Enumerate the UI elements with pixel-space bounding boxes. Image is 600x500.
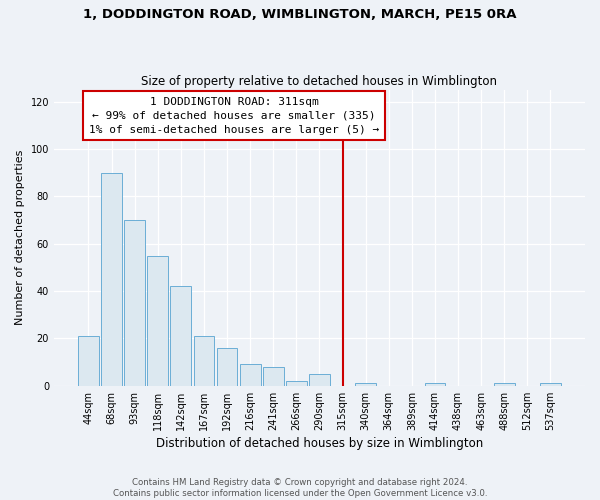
Bar bbox=[494, 384, 515, 386]
Bar bbox=[170, 286, 191, 386]
Y-axis label: Number of detached properties: Number of detached properties bbox=[15, 150, 25, 326]
Bar bbox=[263, 367, 284, 386]
Bar bbox=[101, 172, 122, 386]
Bar bbox=[355, 384, 376, 386]
X-axis label: Distribution of detached houses by size in Wimblington: Distribution of detached houses by size … bbox=[156, 437, 483, 450]
Text: 1, DODDINGTON ROAD, WIMBLINGTON, MARCH, PE15 0RA: 1, DODDINGTON ROAD, WIMBLINGTON, MARCH, … bbox=[83, 8, 517, 20]
Bar bbox=[194, 336, 214, 386]
Text: 1 DODDINGTON ROAD: 311sqm
← 99% of detached houses are smaller (335)
1% of semi-: 1 DODDINGTON ROAD: 311sqm ← 99% of detac… bbox=[89, 97, 379, 135]
Text: Contains HM Land Registry data © Crown copyright and database right 2024.
Contai: Contains HM Land Registry data © Crown c… bbox=[113, 478, 487, 498]
Bar bbox=[309, 374, 330, 386]
Bar bbox=[124, 220, 145, 386]
Bar bbox=[425, 384, 445, 386]
Bar bbox=[78, 336, 99, 386]
Bar bbox=[540, 384, 561, 386]
Title: Size of property relative to detached houses in Wimblington: Size of property relative to detached ho… bbox=[142, 76, 497, 88]
Bar bbox=[217, 348, 238, 386]
Bar bbox=[148, 256, 168, 386]
Bar bbox=[240, 364, 260, 386]
Bar bbox=[286, 381, 307, 386]
